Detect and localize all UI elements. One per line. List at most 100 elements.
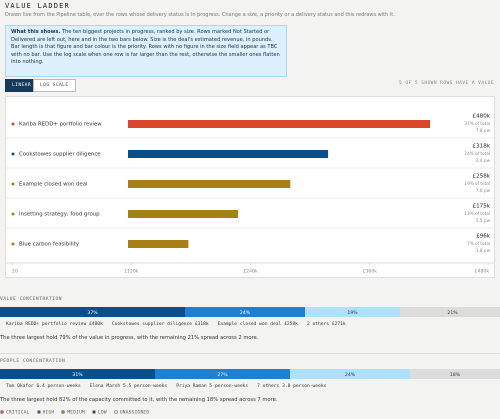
- legend-name: 2 others: [306, 322, 330, 327]
- legend-swatch: [36, 410, 41, 414]
- priority-dot: [11, 152, 15, 156]
- x-tick-label: £120k: [124, 269, 139, 275]
- share-legend: Tom Okafor 6.4 person-weeks Elena Marsh 5…: [6, 384, 500, 389]
- priority-dot: [11, 212, 15, 216]
- legend-item: 2 others £271k: [307, 322, 346, 327]
- x-tick-label: £480k: [475, 269, 490, 275]
- priority-legend: CRITICAL HIGH MEDIUM LOW UNASSIGNED: [0, 410, 149, 416]
- share-bar: 37% 24% 19% 21%: [0, 307, 500, 317]
- effort-label: 7.6 pw: [476, 188, 491, 193]
- legend-item: 7 others 3.8 person-weeks: [257, 384, 326, 389]
- legend-amount: 6.4 person-weeks: [36, 384, 81, 389]
- row-label: Cookstowes supplier diligence: [19, 152, 101, 158]
- share-label: 13% of total: [464, 211, 490, 216]
- share-bar: 31% 27% 24% 18%: [0, 369, 500, 379]
- legend-amount: 5.5 person-weeks: [122, 384, 168, 389]
- legend-amount: £318k: [194, 322, 209, 327]
- legend-item: Kariba REDD+ portfolio review £480k: [6, 322, 103, 327]
- share-label: 24% of total: [464, 151, 490, 156]
- scale-button[interactable]: LINEAR: [5, 79, 38, 92]
- legend-label: HIGH: [42, 410, 55, 416]
- effort-label: 2.4 pw: [476, 158, 491, 163]
- legend-swatch: [92, 410, 97, 414]
- summary: The three largest hold 79% of the value …: [0, 335, 259, 341]
- share-label: 27%: [217, 372, 228, 378]
- share-segment: [0, 307, 185, 317]
- legend-name: Elena Marsh: [89, 384, 121, 389]
- legend-amount: £271k: [331, 322, 346, 327]
- priority-dot: [11, 122, 15, 126]
- legend-name: Priya Raman: [176, 384, 207, 389]
- priority-dot: [11, 182, 15, 186]
- x-tick-label: £360k: [363, 269, 378, 275]
- row-label: Kariba REDD+ portfolio review: [19, 122, 102, 128]
- share-segment: [290, 369, 410, 379]
- share-label: 24%: [240, 310, 251, 316]
- share-label: 18%: [450, 372, 461, 378]
- share-segment: [410, 369, 500, 379]
- legend-amount: £480k: [89, 322, 103, 327]
- effort-label: 5.5 pw: [476, 218, 491, 223]
- legend-amount: £258k: [284, 322, 298, 327]
- share-label: 19% of total: [464, 181, 490, 186]
- share-label: 31%: [72, 372, 83, 378]
- info-lead: What this shows.: [11, 29, 61, 35]
- legend-item: MEDIUM: [61, 410, 85, 416]
- value-label: £96k: [476, 234, 491, 240]
- legend-label: MEDIUM: [67, 410, 86, 416]
- legend-name: Kariba REDD+ portfolio review: [6, 322, 87, 327]
- row-label: Example closed won deal: [19, 182, 88, 188]
- value-label: £480k: [473, 114, 491, 120]
- share-segment: [305, 307, 400, 317]
- legend-amount: 3.8 person-weeks: [282, 384, 327, 389]
- share-legend: Kariba REDD+ portfolio review £480k Cooks…: [6, 322, 500, 327]
- row-label: Blue carbon feasibility: [19, 242, 80, 248]
- legend-item: Elena Marsh 5.5 person-weeks: [90, 384, 167, 389]
- legend-name: Example closed won deal: [217, 322, 282, 327]
- effort-label: 7.8 pw: [476, 128, 491, 133]
- priority-dot: [11, 242, 15, 246]
- section-divider: [0, 353, 500, 354]
- legend-item: Tom Okafor 6.4 person-weeks: [6, 384, 81, 389]
- share-segment: [400, 307, 500, 317]
- section-title: VALUE CONCENTRATION: [0, 297, 63, 302]
- share-label: 21%: [447, 310, 458, 316]
- legend-item: Cookstowes supplier diligence £318k: [112, 322, 209, 327]
- info-text: The ten biggest projects in progress, ra…: [11, 29, 280, 66]
- x-tick-label: £240k: [243, 269, 258, 275]
- legend-name: Cookstowes supplier diligence: [111, 322, 193, 327]
- page-title: VALUE LADDER: [5, 2, 70, 10]
- legend-name: 7 others: [257, 384, 280, 389]
- page-subtitle: Drawn live from the Pipeline table, over…: [5, 12, 395, 18]
- share-label: 37%: [87, 310, 98, 316]
- x-tick-label: £0: [12, 269, 18, 275]
- legend-swatch: [113, 410, 118, 414]
- bar: [128, 150, 329, 158]
- share-label: 19%: [347, 310, 358, 316]
- scale-button[interactable]: LOG SCALE: [33, 79, 76, 92]
- share-segment: [185, 307, 305, 317]
- bar: [128, 180, 291, 188]
- share-segment: [155, 369, 290, 379]
- legend-label: LOW: [98, 410, 107, 416]
- row-label: Insetting strategy, food group: [19, 212, 100, 218]
- legend-label: CRITICAL: [6, 410, 30, 416]
- legend-swatch: [0, 410, 4, 414]
- share-label: 7% of total: [467, 241, 490, 246]
- legend-item: Priya Raman 5 person-weeks: [176, 384, 248, 389]
- value-label: £258k: [473, 174, 491, 180]
- section-title: PEOPLE CONCENTRATION: [0, 359, 66, 364]
- share-label: 37% of total: [464, 121, 490, 126]
- share-segment: [0, 369, 155, 379]
- share-label: 24%: [345, 372, 356, 378]
- legend-item: Example closed won deal £258k: [218, 322, 298, 327]
- legend-name: Tom Okafor: [6, 384, 34, 389]
- effort-label: 1.8 pw: [476, 248, 491, 253]
- status: 5 OF 5 SHOWN ROWS HAVE A VALUE: [399, 81, 494, 86]
- legend-item: UNASSIGNED: [113, 410, 149, 416]
- legend-item: LOW: [92, 410, 107, 416]
- legend-swatch: [61, 410, 66, 414]
- bar: [128, 240, 189, 248]
